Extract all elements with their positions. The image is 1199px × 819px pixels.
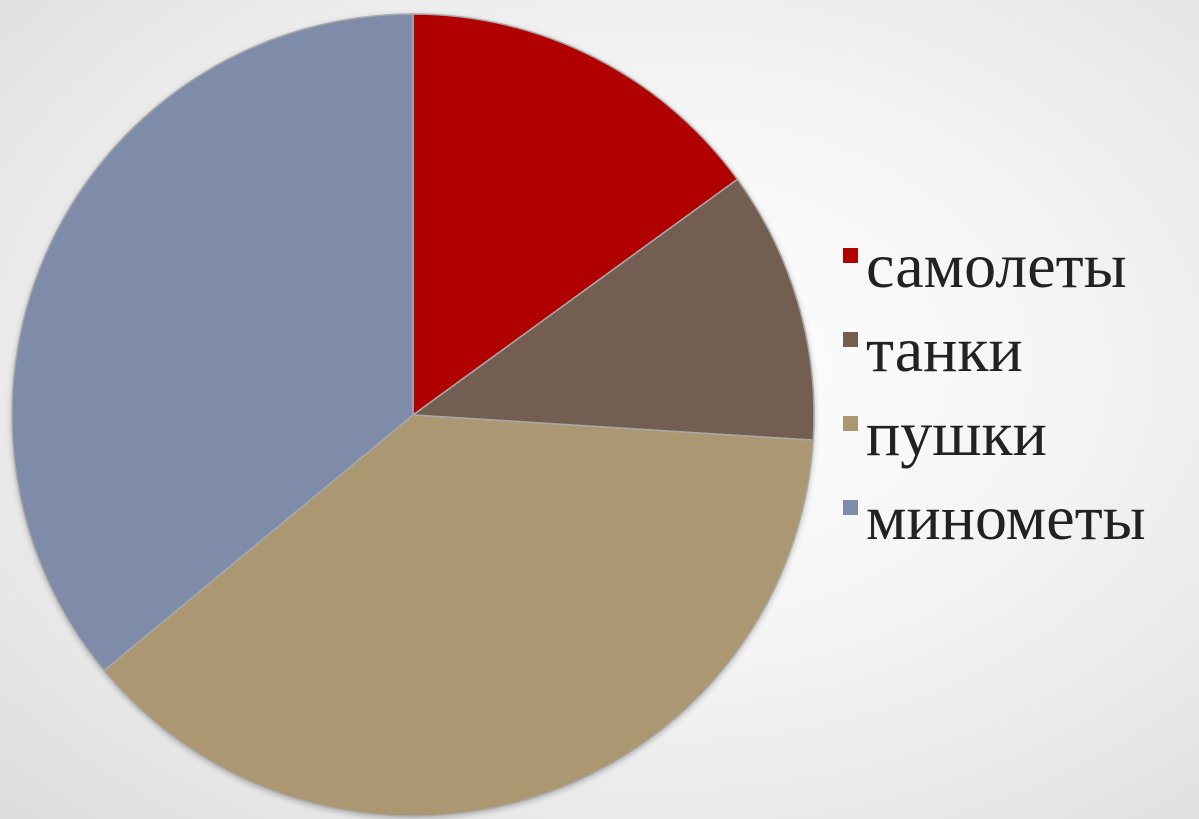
legend-swatch-minomety bbox=[843, 499, 858, 515]
legend-label-minomety: минометы bbox=[866, 482, 1146, 553]
legend-label-samolety: самолеты bbox=[866, 230, 1127, 301]
legend-swatch-tanki bbox=[843, 331, 858, 347]
legend-item-tanki: танки bbox=[843, 306, 1193, 394]
pie-slice-tanki bbox=[410, 178, 815, 441]
legend: самолеты танки пушки минометы bbox=[843, 226, 1193, 562]
legend-item-pushki: пушки bbox=[843, 390, 1193, 478]
pie-slices bbox=[11, 13, 815, 817]
legend-swatch-pushki bbox=[843, 415, 858, 431]
legend-label-pushki: пушки bbox=[866, 398, 1047, 469]
pie-slice-samolety bbox=[412, 13, 739, 417]
legend-item-minomety: минометы bbox=[843, 474, 1193, 562]
pie-slice-pushki bbox=[102, 414, 815, 817]
legend-swatch-samolety bbox=[843, 247, 858, 263]
legend-item-samolety: самолеты bbox=[843, 222, 1193, 310]
pie-slice-minomety bbox=[11, 13, 414, 672]
legend-label-tanki: танки bbox=[866, 314, 1023, 385]
